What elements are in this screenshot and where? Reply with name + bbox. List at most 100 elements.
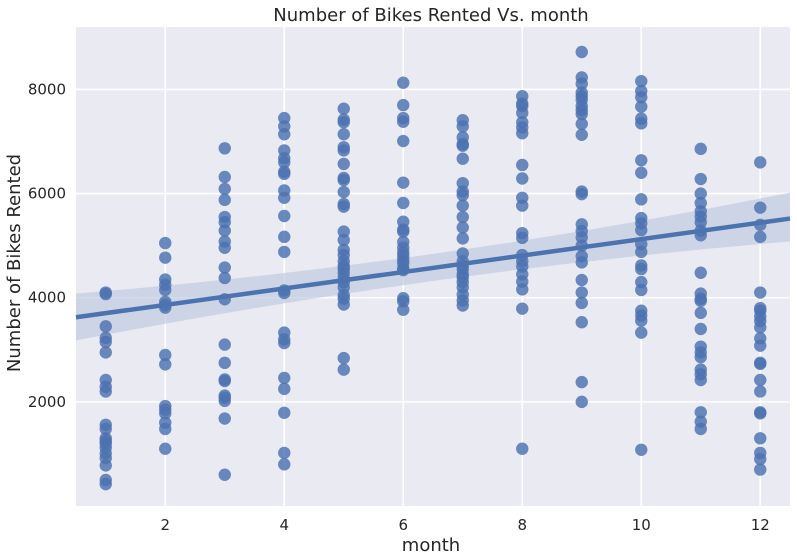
data-point — [575, 128, 588, 141]
data-point — [159, 407, 172, 420]
data-point — [159, 251, 172, 264]
data-point — [635, 314, 648, 327]
data-point — [575, 395, 588, 409]
data-point — [159, 236, 172, 250]
data-point — [694, 266, 707, 279]
data-point — [337, 128, 350, 141]
regression-line — [75, 216, 791, 320]
data-point — [218, 338, 231, 351]
data-point — [159, 348, 172, 362]
data-point — [694, 422, 707, 436]
data-point — [99, 422, 112, 436]
data-point — [337, 298, 350, 311]
data-point — [218, 241, 231, 254]
data-point — [278, 382, 291, 396]
data-point — [694, 373, 707, 387]
data-point — [456, 199, 469, 212]
data-point — [99, 287, 112, 301]
data-point — [278, 371, 291, 385]
x-tick-label: 6 — [398, 516, 408, 534]
data-point — [278, 245, 291, 259]
data-point — [635, 193, 648, 206]
data-point — [635, 154, 648, 167]
y-axis-label: Number of Bikes Rented — [4, 154, 25, 372]
data-point — [278, 191, 291, 204]
x-tick-labels: 2 4 6 8 10 12 — [160, 516, 769, 534]
data-point — [99, 346, 112, 359]
data-point — [456, 299, 469, 312]
data-point — [754, 201, 767, 214]
data-point — [635, 91, 648, 104]
data-point — [754, 357, 767, 371]
data-point — [694, 306, 707, 320]
data-point — [754, 321, 767, 334]
data-point — [575, 117, 588, 131]
data-point — [337, 102, 350, 115]
data-point — [635, 326, 648, 339]
data-point — [694, 350, 707, 364]
data-point — [754, 407, 767, 420]
data-point — [754, 385, 767, 398]
data-point — [218, 224, 231, 237]
y-tick-label: 4000 — [28, 289, 66, 307]
data-point — [99, 335, 112, 349]
data-point — [456, 232, 469, 245]
data-point — [278, 209, 291, 223]
data-point — [516, 231, 529, 245]
x-tick-label: 2 — [160, 516, 170, 534]
data-point — [218, 394, 231, 408]
data-point — [754, 156, 767, 169]
data-point — [397, 303, 410, 316]
data-point — [694, 172, 707, 186]
data-point — [575, 77, 588, 90]
data-point — [337, 173, 350, 187]
data-point — [575, 107, 588, 121]
data-point — [218, 182, 231, 196]
data-point — [635, 117, 648, 130]
data-point — [516, 442, 529, 455]
x-tick-label: 12 — [751, 516, 770, 534]
data-point — [278, 167, 291, 181]
data-point — [754, 339, 767, 352]
data-point — [278, 336, 291, 350]
data-point — [754, 230, 767, 244]
data-point — [99, 320, 112, 333]
data-point — [635, 100, 648, 113]
data-point — [635, 74, 648, 88]
y-tick-label: 8000 — [28, 80, 66, 98]
data-point — [278, 128, 291, 141]
data-point — [456, 188, 469, 202]
data-point — [575, 187, 588, 201]
data-point — [99, 459, 112, 472]
data-point — [635, 166, 648, 179]
data-point — [159, 422, 172, 436]
data-point — [337, 351, 350, 365]
data-point — [397, 98, 410, 112]
data-point — [456, 210, 469, 224]
data-point — [694, 142, 707, 156]
data-point — [456, 120, 469, 133]
data-point — [694, 187, 707, 200]
data-point — [635, 443, 648, 456]
x-axis-label: month — [402, 535, 460, 556]
data-point — [694, 406, 707, 419]
data-point — [218, 374, 231, 388]
data-point — [218, 193, 231, 207]
data-point — [754, 432, 767, 445]
data-point — [337, 144, 350, 157]
data-point — [397, 134, 410, 148]
data-point — [99, 477, 112, 491]
data-point — [516, 199, 529, 212]
data-point — [278, 156, 291, 169]
data-point — [754, 373, 767, 387]
data-point — [278, 406, 291, 420]
data-point — [456, 152, 469, 165]
data-point — [278, 458, 291, 471]
data-point — [516, 172, 529, 185]
data-point — [635, 223, 648, 237]
data-point — [218, 271, 231, 285]
data-point — [337, 233, 350, 247]
data-point — [635, 262, 648, 276]
scatter-points — [99, 45, 767, 491]
data-point — [218, 356, 231, 370]
